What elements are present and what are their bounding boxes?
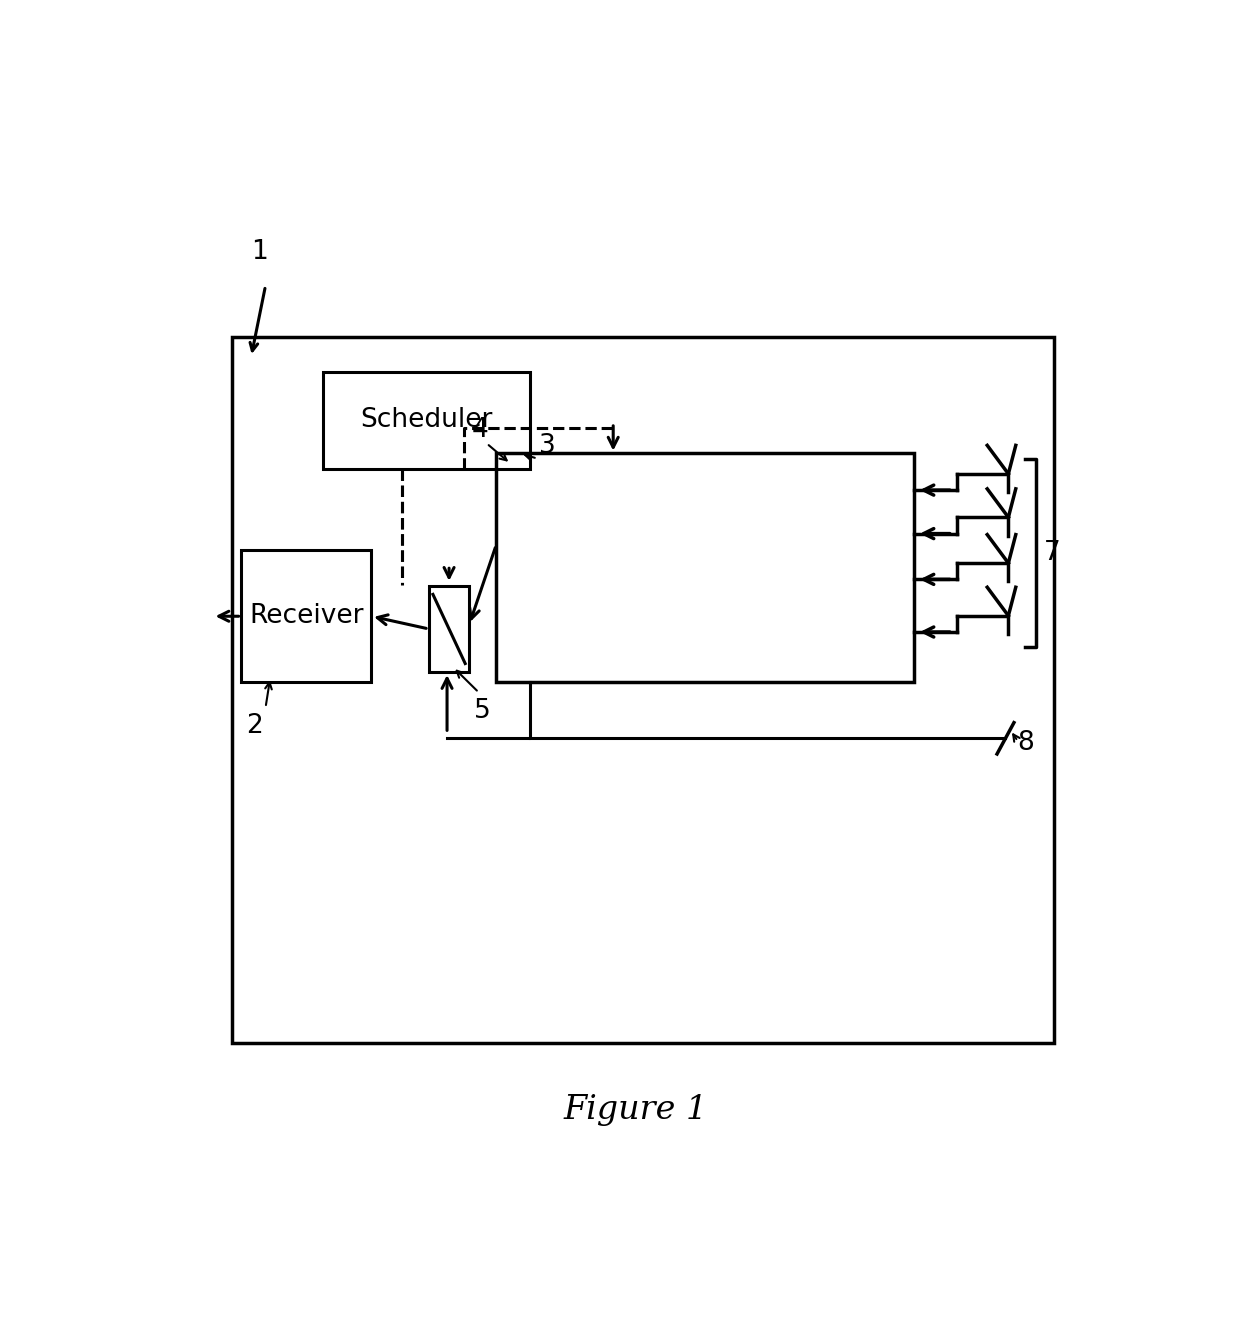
- Text: Receiver: Receiver: [249, 604, 363, 629]
- Text: 2: 2: [247, 713, 263, 738]
- Bar: [496, 453, 914, 683]
- Bar: [324, 373, 529, 469]
- Text: 3: 3: [539, 432, 557, 458]
- Text: Scheduler: Scheduler: [361, 407, 492, 433]
- Text: 7: 7: [1044, 540, 1060, 565]
- Text: 5: 5: [474, 697, 491, 724]
- Text: 8: 8: [1017, 731, 1034, 757]
- Text: 1: 1: [250, 239, 268, 266]
- Text: Figure 1: Figure 1: [563, 1094, 708, 1125]
- Bar: [232, 337, 1054, 1044]
- Bar: [242, 550, 371, 683]
- Text: 4: 4: [472, 417, 489, 444]
- Bar: [429, 585, 469, 672]
